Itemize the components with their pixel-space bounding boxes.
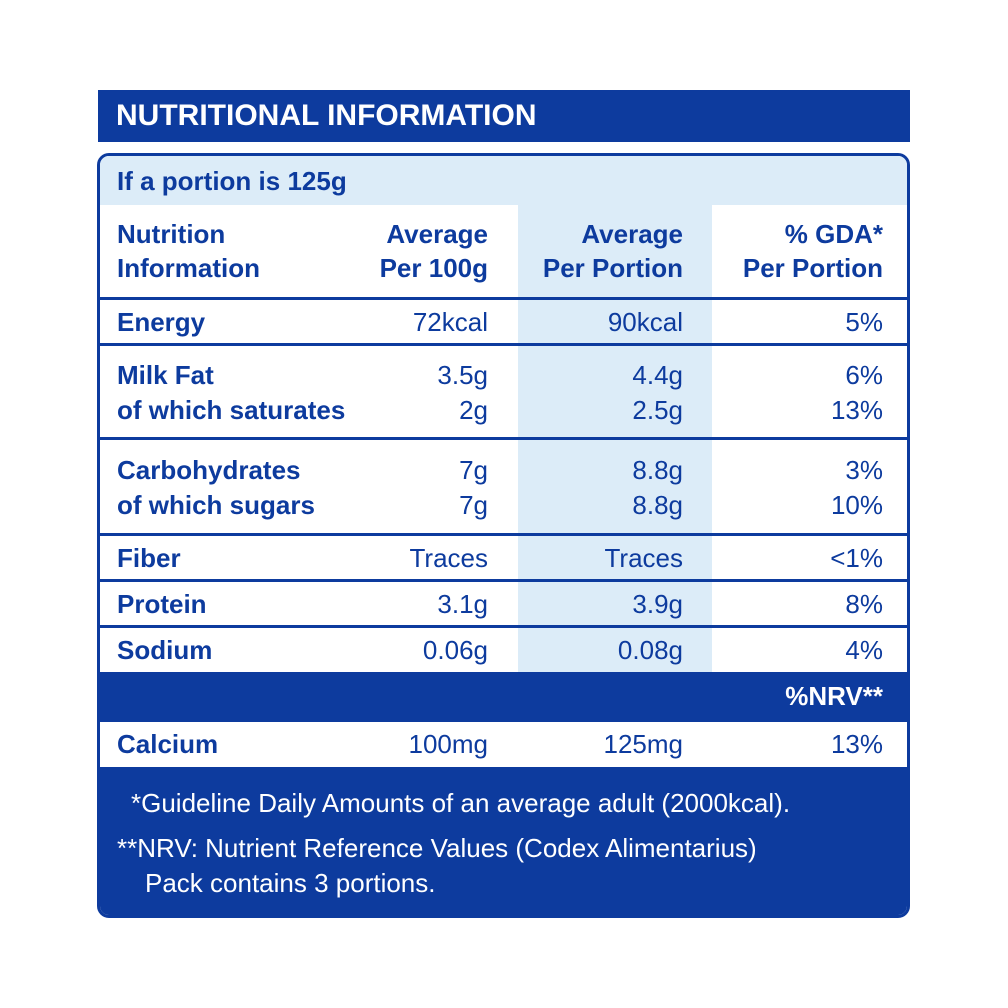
cell-value: 4%	[845, 635, 883, 665]
row-label: Carbohydrates	[117, 455, 301, 485]
column-header: Information	[117, 253, 260, 283]
cell-value: 125mg	[603, 729, 684, 759]
cell-value: 0.08g	[617, 635, 683, 665]
row-label: Sodium	[117, 635, 213, 665]
row-label: Calcium	[117, 729, 219, 759]
nrv-band	[100, 672, 907, 722]
row-label: of which saturates	[117, 395, 346, 425]
row-label: Energy	[117, 307, 206, 337]
cell-value: 13%	[830, 395, 883, 425]
column-header: Per Portion	[742, 253, 883, 283]
portion-text: If a portion is 125g	[117, 166, 347, 196]
cell-value: Traces	[604, 543, 684, 573]
divider	[100, 625, 907, 628]
footnote-band	[100, 767, 907, 915]
portion-band	[100, 156, 907, 205]
row-label: of which sugars	[117, 490, 315, 520]
cell-value: 7g	[459, 490, 488, 520]
footnote: *Guideline Daily Amounts of an average a…	[131, 788, 791, 818]
cell-value: 4.4g	[632, 360, 683, 390]
cell-value: 3.1g	[437, 589, 488, 619]
cell-value: 10%	[830, 490, 883, 520]
cell-value: 2.5g	[632, 395, 683, 425]
cell-value: 100mg	[408, 729, 489, 759]
cell-value: 90kcal	[607, 307, 683, 337]
cell-value: 8.8g	[632, 490, 683, 520]
cell-value: 2g	[459, 395, 488, 425]
cell-value: 7g	[459, 455, 488, 485]
column-header: Per Portion	[542, 253, 683, 283]
column-header: Nutrition	[117, 219, 226, 249]
cell-value: 0.06g	[422, 635, 488, 665]
cell-value: 3.5g	[437, 360, 488, 390]
column-header: Average	[386, 219, 488, 249]
column-header: Average	[581, 219, 683, 249]
footnote: **NRV: Nutrient Reference Values (Codex …	[117, 833, 757, 863]
title-bar	[98, 90, 910, 142]
footnote: Pack contains 3 portions.	[145, 868, 436, 898]
row-label: Fiber	[117, 543, 181, 573]
nrv-header: %NRV**	[785, 681, 883, 711]
cell-value: Traces	[409, 543, 489, 573]
column-header: % GDA*	[784, 219, 883, 249]
divider	[100, 343, 907, 346]
divider	[100, 579, 907, 582]
divider	[100, 533, 907, 536]
cell-value: 3.9g	[632, 589, 683, 619]
row-label: Protein	[117, 589, 207, 619]
cell-value: 6%	[845, 360, 883, 390]
cell-value: 3%	[845, 455, 883, 485]
column-header: Per 100g	[379, 253, 488, 283]
cell-value: 72kcal	[412, 307, 488, 337]
row-label: Milk Fat	[117, 360, 214, 390]
cell-value: 13%	[830, 729, 883, 759]
title: NUTRITIONAL INFORMATION	[116, 99, 537, 132]
divider	[100, 437, 907, 440]
divider	[100, 297, 907, 300]
cell-value: 8%	[845, 589, 883, 619]
cell-value: 8.8g	[632, 455, 683, 485]
cell-value: <1%	[830, 543, 883, 573]
cell-value: 5%	[845, 307, 883, 337]
